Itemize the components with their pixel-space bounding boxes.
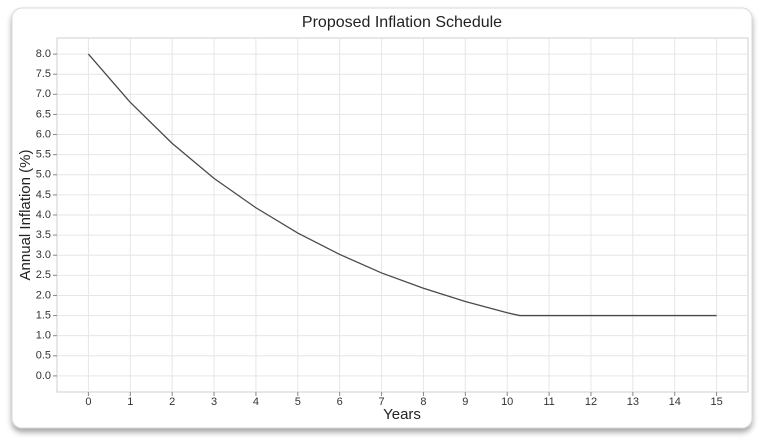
x-tick-label: 0 [85, 396, 91, 408]
y-tick-label: 1.5 [36, 309, 51, 321]
y-tick-label: 6.5 [36, 108, 51, 120]
y-tick-label: 8.0 [36, 48, 51, 60]
x-tick-label: 8 [420, 396, 426, 408]
y-tick-label: 0.0 [36, 370, 51, 382]
x-tick-label: 10 [501, 396, 513, 408]
x-tick-label: 2 [169, 396, 175, 408]
x-tick-label: 11 [543, 396, 554, 408]
x-tick-label: 15 [710, 396, 722, 408]
y-tick-label: 3.0 [36, 249, 51, 261]
y-tick-label: 6.0 [36, 128, 51, 140]
x-tick-label: 6 [337, 396, 343, 408]
y-tick-label: 2.0 [36, 289, 51, 301]
x-tick-label: 14 [669, 396, 681, 408]
x-tick-label: 9 [462, 396, 468, 408]
x-axis-label: Years [383, 406, 421, 423]
y-tick-label: 7.5 [36, 68, 51, 80]
x-tick-label: 3 [211, 396, 217, 408]
y-tick-label: 0.5 [36, 350, 51, 362]
x-tick-label: 4 [253, 396, 259, 408]
y-tick-label: 1.0 [36, 330, 51, 342]
y-tick-label: 7.0 [36, 88, 51, 100]
y-tick-label: 4.0 [36, 209, 51, 221]
chart-title: Proposed Inflation Schedule [302, 14, 502, 31]
y-tick-label: 2.5 [36, 269, 51, 281]
x-tick-label: 7 [378, 396, 384, 408]
x-tick-label: 12 [585, 396, 597, 408]
line [87, 53, 717, 317]
y-tick-label: 3.5 [36, 229, 51, 241]
x-tick-label: 13 [627, 396, 639, 408]
y-tick-label: 4.5 [36, 189, 51, 201]
y-tick-label: 5.0 [36, 169, 51, 181]
y-axis-label: Annual Inflation (%) [17, 150, 34, 281]
y-tick-label: 5.5 [36, 149, 51, 161]
x-tick-label: 1 [127, 396, 133, 408]
x-tick-label: 5 [295, 396, 301, 408]
